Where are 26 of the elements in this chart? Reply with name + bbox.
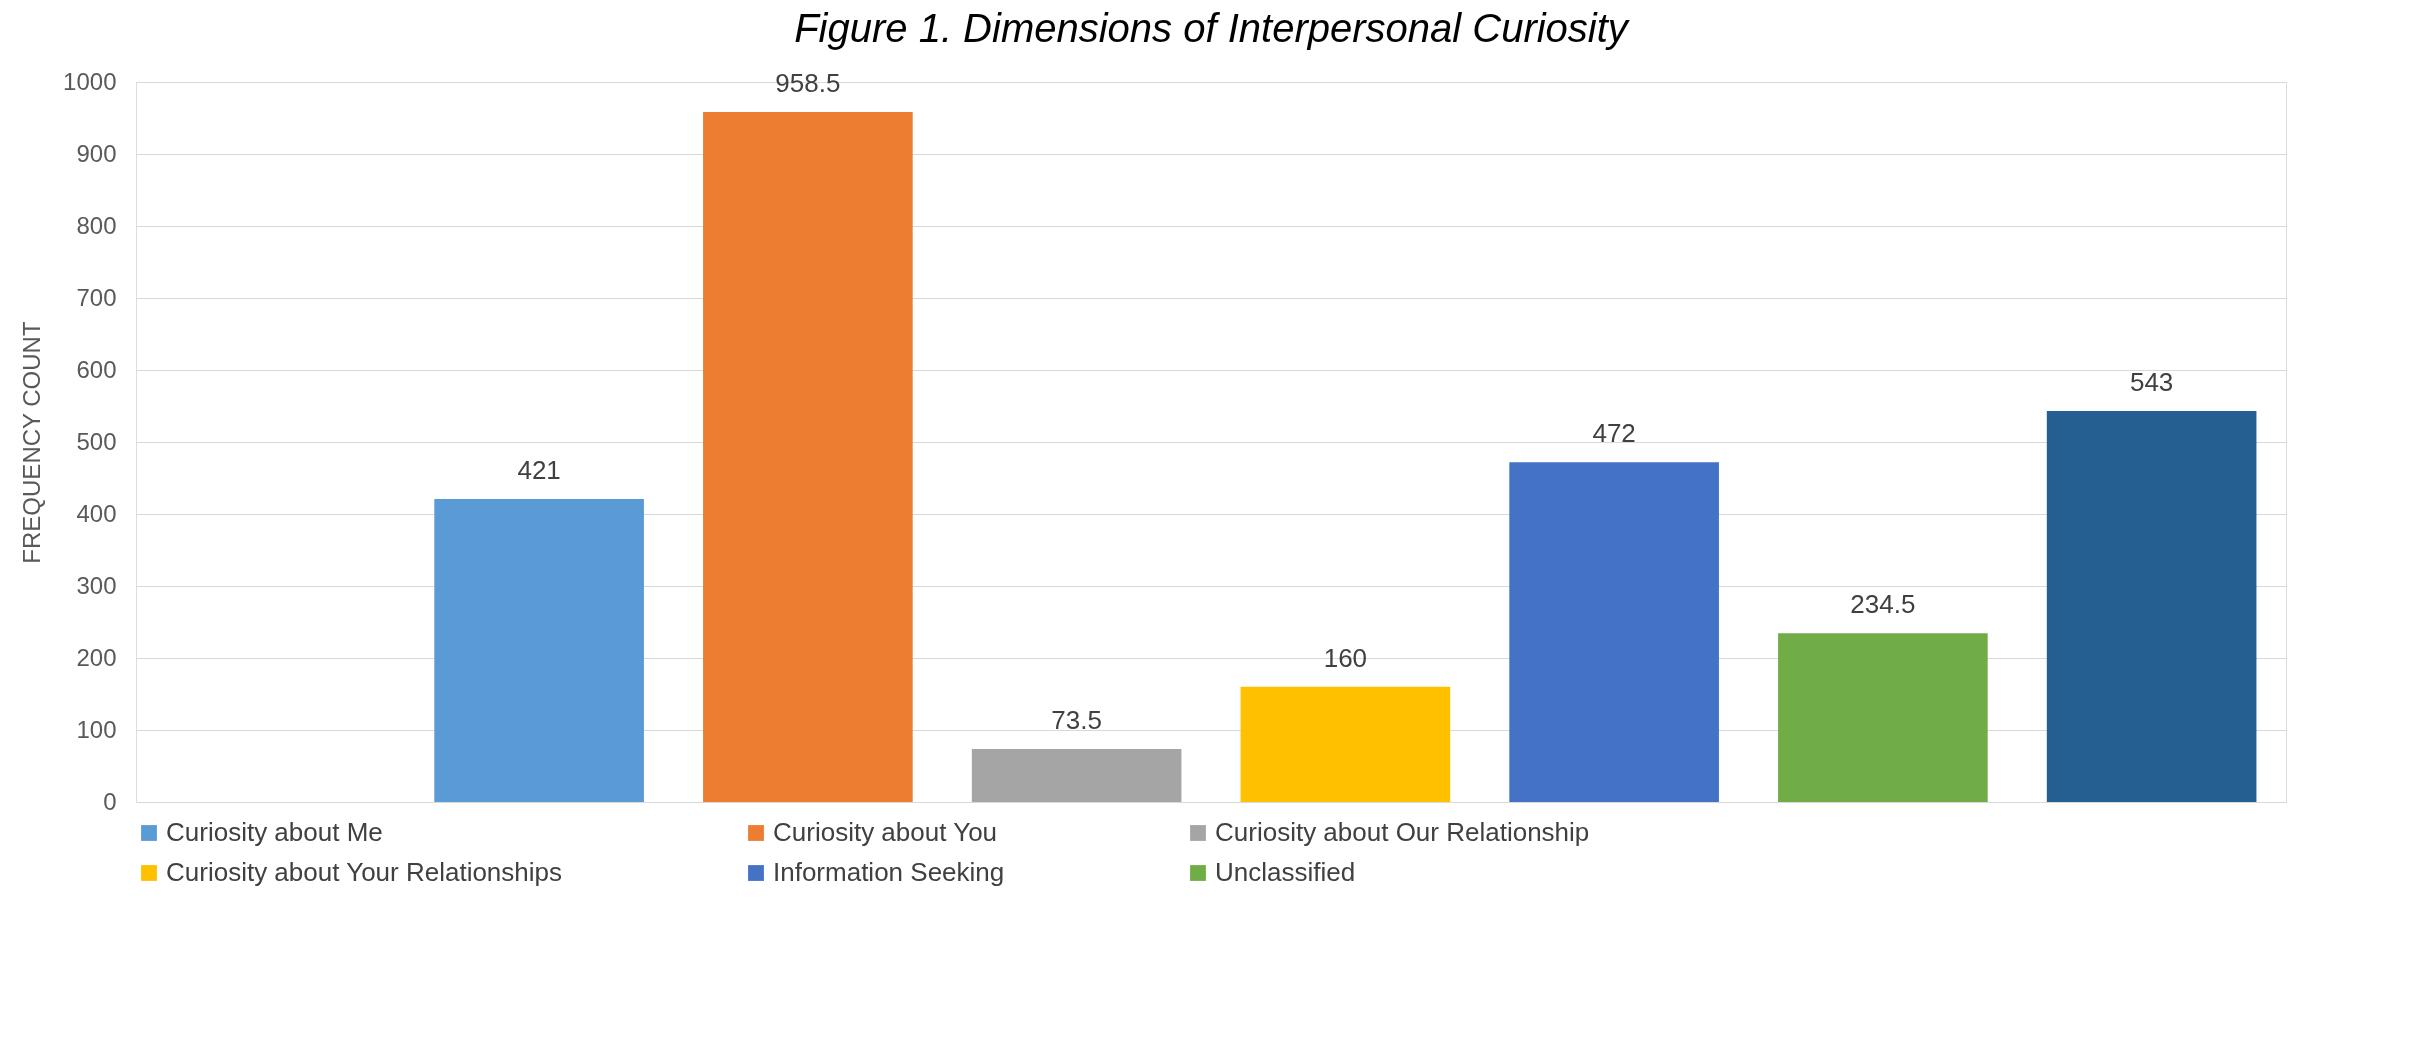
- legend-label: Curiosity about Our Relationship: [1215, 817, 1590, 847]
- data-label: 160: [1323, 642, 1368, 673]
- chart-title: Figure 1. Dimensions of Interpersonal Curiosity: [794, 6, 1631, 50]
- legend-label: Information Seeking: [773, 857, 1005, 887]
- y-tick-label: 800: [76, 211, 117, 239]
- legend-label: Curiosity about Me: [166, 817, 383, 847]
- legend-label: Curiosity about You: [773, 817, 998, 847]
- y-tick-label: 600: [76, 355, 117, 383]
- data-label: 958.5: [775, 67, 841, 98]
- y-tick-label: 1000: [63, 67, 117, 95]
- y-tick-label: 100: [76, 715, 117, 743]
- y-tick-label: 300: [76, 571, 117, 599]
- data-label: 472: [1592, 418, 1636, 449]
- data-label: 73.5: [1051, 705, 1102, 736]
- data-label: 234.5: [1850, 589, 1916, 620]
- y-tick-label: 400: [76, 499, 117, 527]
- legend-label: Curiosity about Your Relationships: [166, 857, 563, 887]
- legend-label: Unclassified: [1215, 857, 1356, 887]
- y-tick-label: 900: [76, 139, 117, 167]
- y-tick-label: 500: [76, 427, 117, 455]
- y-axis-title: FREQUENCY COUNT: [18, 321, 46, 564]
- y-tick-label: 700: [76, 283, 117, 311]
- data-label: 421: [517, 454, 561, 485]
- y-tick-label: 200: [76, 643, 117, 671]
- data-label: 543: [2129, 367, 2174, 398]
- y-tick-label: 0: [103, 787, 117, 815]
